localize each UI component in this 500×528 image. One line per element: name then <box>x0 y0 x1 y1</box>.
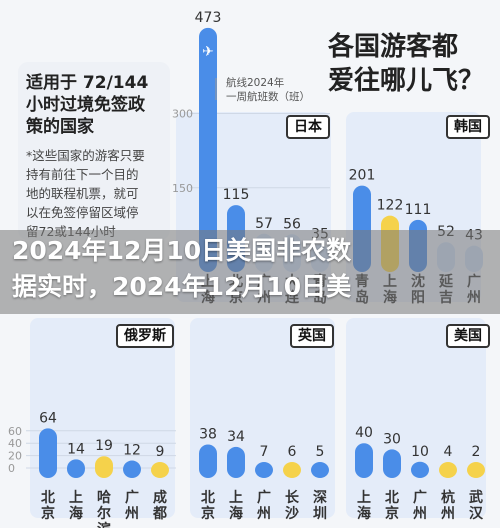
category-label: 海 <box>229 505 243 522</box>
category-label: 成 <box>153 489 167 506</box>
overlay-text: 2024年12月10日美国非农数 据实时，2024年12月10日美 <box>12 236 352 301</box>
category-label: 州 <box>256 506 271 522</box>
category-label: 海 <box>357 505 371 522</box>
info-heading-line: 小时过境免签政 <box>26 95 145 115</box>
badge-usa: 美国 <box>446 324 490 348</box>
bar <box>227 446 245 478</box>
data-label: 5 <box>316 444 325 460</box>
data-label: 473 <box>195 10 222 26</box>
category-label: 京 <box>385 505 399 522</box>
info-body-line: 地的联程机票，就可 <box>26 186 139 201</box>
bar <box>199 27 217 272</box>
category-label: 圳 <box>313 506 327 522</box>
data-label: 57 <box>255 216 273 232</box>
data-label: 56 <box>283 216 301 232</box>
data-label: 201 <box>349 168 376 184</box>
tick-label: 150 <box>172 182 193 195</box>
panel-russia <box>30 318 175 518</box>
category-label: 尔 <box>97 505 111 522</box>
info-heading-line: 策的国家 <box>26 117 94 137</box>
data-label: 40 <box>355 425 373 441</box>
category-label: 上 <box>69 490 83 506</box>
category-label: 武 <box>469 489 483 506</box>
bar <box>199 444 217 478</box>
data-label: 7 <box>260 444 269 460</box>
data-label: 64 <box>39 410 57 426</box>
bar <box>467 462 485 478</box>
bar <box>67 459 85 478</box>
badge-uk: 英国 <box>290 324 334 348</box>
category-label: 哈 <box>97 489 111 506</box>
tick-label: 20 <box>8 450 22 463</box>
data-label: 4 <box>444 444 453 460</box>
overlay-banner <box>0 230 500 314</box>
badge-korea: 韩国 <box>446 115 490 139</box>
data-label: 38 <box>199 426 217 442</box>
data-label: 2 <box>472 444 481 460</box>
category-label: 京 <box>201 505 215 522</box>
tick-label: 300 <box>172 108 193 121</box>
category-label: 北 <box>201 490 215 506</box>
bar <box>123 460 141 478</box>
info-body-line: 以在免签停留区域停 <box>26 205 139 220</box>
category-label: 滨 <box>97 521 111 528</box>
tick-label: 60 <box>8 425 22 438</box>
data-label: 19 <box>95 438 113 454</box>
category-label: 京 <box>41 505 55 522</box>
category-label: 北 <box>41 490 55 506</box>
category-label: 海 <box>69 505 83 522</box>
bar <box>355 443 373 478</box>
data-label: 6 <box>288 444 297 460</box>
bar <box>283 462 301 478</box>
info-box <box>18 62 170 240</box>
bar <box>411 461 429 478</box>
category-label: 广 <box>257 489 271 506</box>
data-label: 115 <box>223 187 250 203</box>
category-label: 北 <box>385 490 399 506</box>
category-label: 杭 <box>441 489 455 506</box>
page-title: 各国游客都 爱往哪儿飞？ <box>328 32 485 96</box>
tick-label: 0 <box>8 462 15 475</box>
panel-usa <box>346 318 486 518</box>
annotation: 航线2024年 <box>226 76 284 89</box>
info-heading-line: 适用于 72/144 <box>26 73 149 93</box>
category-label: 广 <box>413 489 427 506</box>
data-label: 12 <box>123 443 141 459</box>
bar <box>95 456 113 478</box>
data-label: 111 <box>405 202 432 218</box>
bar <box>311 462 329 478</box>
data-label: 9 <box>156 444 165 460</box>
data-label: 122 <box>377 198 404 214</box>
annotation: 一周航班数（班） <box>226 90 310 103</box>
category-label: 汉 <box>469 506 484 522</box>
category-label: 上 <box>357 490 371 506</box>
category-label: 都 <box>152 506 167 522</box>
category-label: 州 <box>440 506 455 522</box>
category-label: 上 <box>229 490 243 506</box>
badge-japan: 日本 <box>286 115 330 139</box>
category-label: 州 <box>124 506 139 522</box>
panel-uk <box>190 318 335 518</box>
bar <box>151 462 169 478</box>
plane-icon: ✈ <box>202 44 214 60</box>
bar <box>439 462 457 478</box>
data-label: 34 <box>227 429 245 445</box>
info-body-line: 持有前往下一个目的 <box>26 167 139 182</box>
bar <box>383 449 401 478</box>
category-label: 州 <box>412 506 427 522</box>
data-label: 10 <box>411 444 429 460</box>
category-label: 长 <box>285 489 300 506</box>
data-label: 14 <box>67 441 85 457</box>
bar <box>255 462 273 478</box>
category-label: 深 <box>313 489 327 506</box>
category-label: 广 <box>125 489 139 506</box>
info-body-line: *这些国家的游客只要 <box>26 148 145 163</box>
tick-label: 40 <box>8 437 22 450</box>
badge-russia: 俄罗斯 <box>116 324 174 348</box>
bar <box>39 428 57 478</box>
data-label: 30 <box>383 431 401 447</box>
category-label: 沙 <box>285 506 299 522</box>
